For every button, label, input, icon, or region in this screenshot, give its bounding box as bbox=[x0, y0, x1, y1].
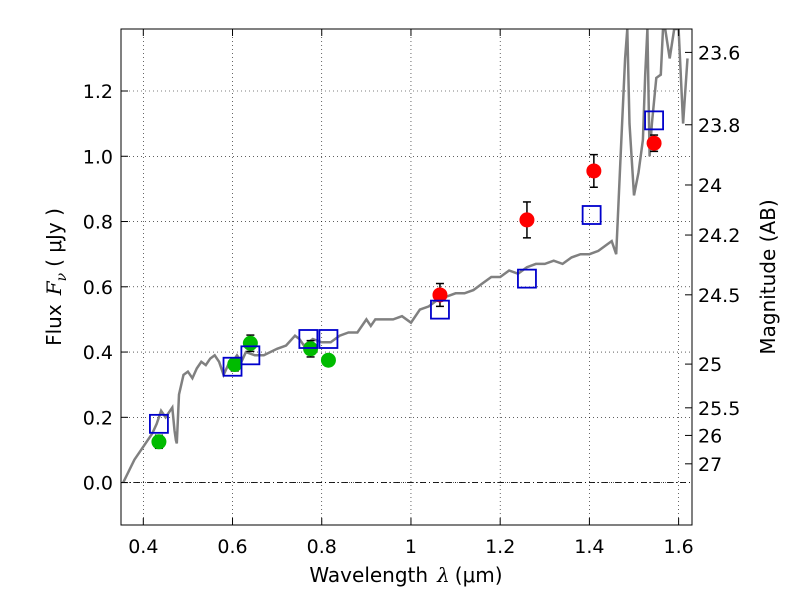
y2-tick-label: 24.2 bbox=[698, 225, 740, 247]
data-points bbox=[149, 110, 664, 450]
observed-point bbox=[432, 287, 448, 303]
observed-point bbox=[586, 163, 602, 179]
model-photometry-square bbox=[240, 345, 261, 366]
y2-tick-label: 24 bbox=[698, 175, 722, 197]
axis-ticks: 0.4 0.6 0.8 1 1.2 1.4 1.6 0.0 0.2 0.4 0.6 0.8 1.0 1.2… bbox=[83, 29, 740, 558]
y2-tick-label: 23.6 bbox=[698, 42, 740, 64]
x-tick-label: 1 bbox=[405, 536, 417, 558]
observed-point bbox=[151, 434, 167, 450]
x-axis-label-unit: (μm) bbox=[455, 563, 503, 587]
y2-tick-label: 27 bbox=[698, 454, 722, 476]
y2-tick-label: 25.5 bbox=[698, 398, 740, 420]
plot-background bbox=[121, 29, 692, 525]
model-photometry-square bbox=[149, 413, 169, 434]
y-axis-label-symbol: F bbox=[42, 280, 66, 296]
x-tick-label: 1.2 bbox=[485, 536, 515, 558]
model-photometry-square bbox=[517, 268, 537, 289]
y2-tick-label: 25 bbox=[698, 354, 722, 376]
y2-tick-label: 23.8 bbox=[698, 115, 740, 137]
observed-point bbox=[519, 212, 535, 228]
y-tick-label: 0.0 bbox=[83, 473, 113, 495]
x-tick-label: 1.6 bbox=[664, 536, 694, 558]
y-axis-label-unit: ( μJy ) bbox=[42, 208, 66, 267]
observed-point bbox=[227, 356, 243, 372]
observed-point bbox=[242, 335, 258, 351]
model-photometry-square bbox=[298, 329, 319, 349]
model-photometry-square bbox=[318, 329, 339, 349]
y2-tick-label: 24.5 bbox=[698, 285, 740, 307]
model-photometry-square bbox=[581, 205, 602, 225]
y-tick-label: 0.2 bbox=[83, 407, 113, 429]
x-axis-label: Wavelength λ (μm) bbox=[309, 563, 502, 587]
model-spectrum-line bbox=[122, 29, 689, 484]
x-tick-label: 1.4 bbox=[574, 536, 604, 558]
x-axis-label-text: Wavelength bbox=[309, 563, 428, 587]
model-photometry-square bbox=[222, 356, 243, 377]
y-tick-label: 0.4 bbox=[83, 342, 113, 364]
x-tick-label: 0.8 bbox=[307, 536, 337, 558]
y-tick-label: 1.2 bbox=[83, 81, 113, 103]
y2-tick-label: 26 bbox=[698, 425, 722, 447]
x-tick-label: 0.6 bbox=[217, 536, 247, 558]
y-axis-label-subscript: ν bbox=[54, 272, 70, 281]
plot-frame bbox=[120, 28, 693, 526]
y2-axis-label: Magnitude (AB) bbox=[756, 199, 780, 354]
y-tick-label: 1.0 bbox=[83, 146, 113, 168]
x-axis-label-symbol: λ bbox=[436, 563, 450, 587]
model-photometry-square bbox=[644, 110, 664, 131]
y-axis-label-text: Flux bbox=[42, 304, 66, 346]
observed-point bbox=[646, 135, 662, 151]
observed-point bbox=[320, 352, 336, 368]
y-tick-label: 0.6 bbox=[83, 277, 113, 299]
y-tick-label: 0.8 bbox=[83, 212, 113, 234]
x-tick-label: 0.4 bbox=[128, 536, 158, 558]
model-photometry-square bbox=[430, 299, 450, 320]
y-axis-label: Flux Fν ( μJy ) bbox=[42, 208, 70, 346]
